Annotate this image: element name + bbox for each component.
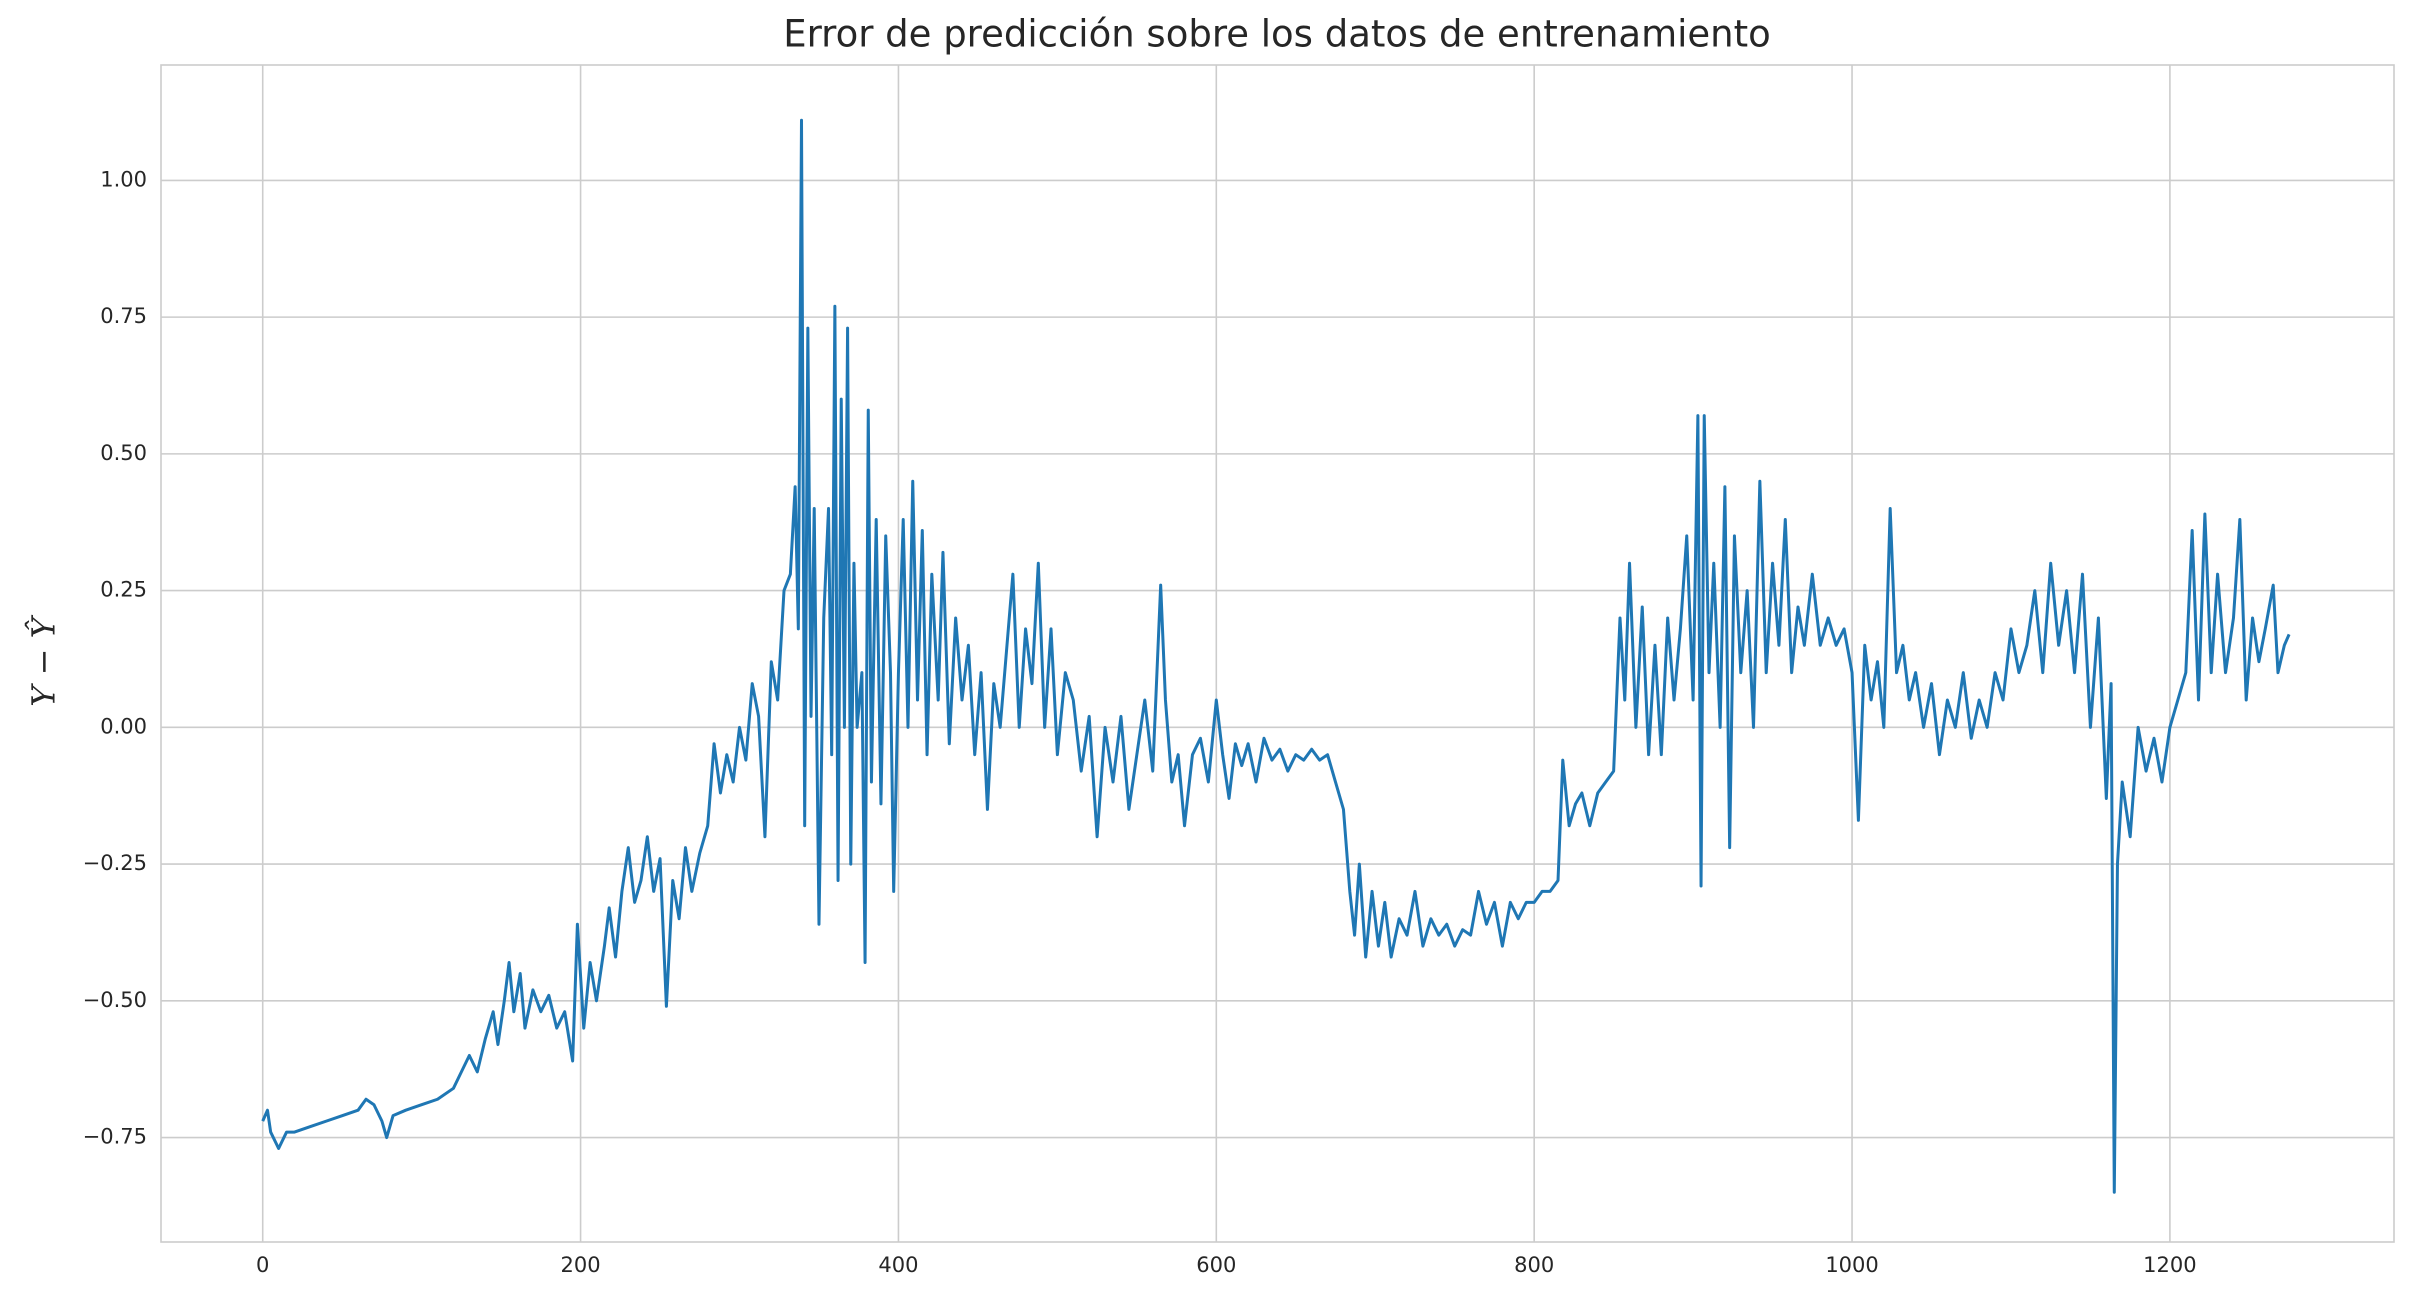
y-tick-label: 0.50 <box>100 441 147 465</box>
chart-title: Error de predicción sobre los datos de e… <box>783 13 1771 56</box>
y-tick-label: −0.75 <box>83 1125 147 1149</box>
y-axis-label: Y − Ŷ <box>25 614 63 706</box>
y-tick-label: 0.75 <box>100 304 147 328</box>
y-tick-label: −0.25 <box>83 851 147 875</box>
y-tick-label: 0.25 <box>100 578 147 602</box>
x-tick-label: 200 <box>561 1253 601 1277</box>
plot-frame <box>160 64 2395 1243</box>
y-tick-label: −0.50 <box>83 988 147 1012</box>
data-line <box>261 118 2291 1194</box>
y-tick-label: 0.00 <box>100 714 147 738</box>
x-tick-label: 600 <box>1196 1253 1236 1277</box>
x-tick-label: 1000 <box>1825 1253 1878 1277</box>
x-tick-label: 0 <box>256 1253 269 1277</box>
x-tick-label: 1200 <box>2143 1253 2196 1277</box>
y-tick-label: 1.00 <box>100 167 147 191</box>
x-tick-label: 800 <box>1514 1253 1554 1277</box>
x-tick-label: 400 <box>878 1253 918 1277</box>
